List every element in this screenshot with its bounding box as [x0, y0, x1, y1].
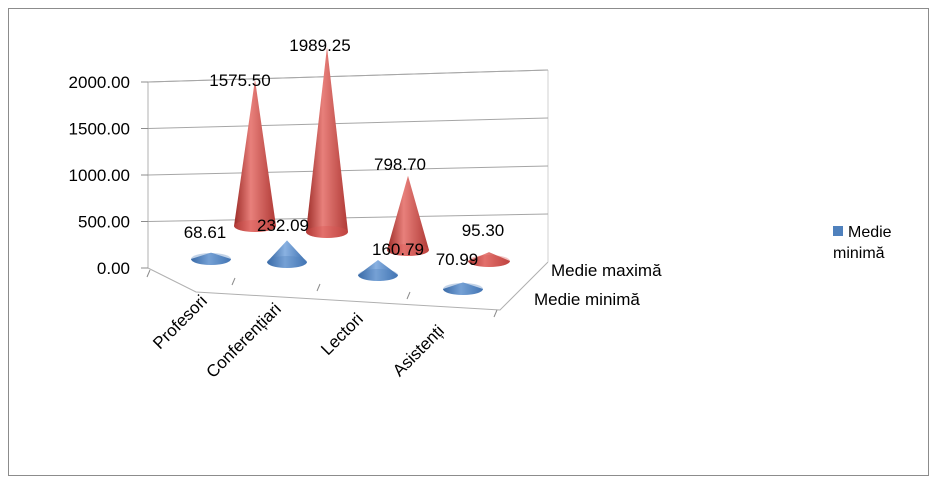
- y-tick-label: 2000.00: [69, 73, 130, 92]
- cone-min-profesori: [191, 252, 231, 265]
- cone-min-asistenti: [443, 282, 483, 295]
- cone-max-profesori: [234, 79, 276, 232]
- x-tick-mark: [406, 291, 411, 300]
- data-labels: 68.61 232.09 160.79 70.99 1575.50 1989.25 798.…: [184, 36, 505, 269]
- gridline: [147, 165, 549, 176]
- cone-max-conferentiari: [306, 46, 348, 238]
- x-tick-mark: [146, 269, 151, 278]
- data-label-max-asistenti: 95.30: [462, 221, 505, 240]
- cone-max-asistenti: [468, 252, 510, 267]
- gridline: [147, 117, 549, 129]
- depth-label-medie-maxima: Medie maximă: [551, 261, 662, 280]
- data-label-max-conferentiari: 1989.25: [289, 36, 350, 55]
- cone-max-lectori: [387, 175, 429, 256]
- gridline: [147, 69, 549, 83]
- y-tick-label: 500.00: [78, 213, 130, 232]
- y-axis-ticks: 0.00 500.00 1000.00 1500.00 2000.00: [69, 73, 148, 278]
- gridlines: [147, 69, 549, 222]
- y-tick-label: 1500.00: [69, 120, 130, 139]
- cones: [191, 46, 510, 295]
- gridline: [147, 213, 549, 222]
- data-label-min-lectori: 160.79: [372, 240, 424, 259]
- x-tick-mark: [493, 309, 498, 318]
- x-tick-mark: [231, 277, 236, 286]
- x-tick-label-conferentiari: Conferențiari: [203, 299, 285, 381]
- legend: Medie minimă: [833, 222, 933, 264]
- x-tick-label-lectori: Lectori: [317, 309, 367, 359]
- data-label-min-conferentiari: 232.09: [257, 216, 309, 235]
- x-tick-mark: [316, 283, 321, 292]
- y-tick-label: 0.00: [97, 259, 130, 278]
- data-label-max-profesori: 1575.50: [209, 71, 270, 90]
- data-label-max-lectori: 798.70: [374, 155, 426, 174]
- data-label-min-asistenti: 70.99: [436, 250, 479, 269]
- data-label-min-profesori: 68.61: [184, 223, 227, 242]
- depth-axis-labels: Medie maximă Medie minimă: [534, 261, 662, 309]
- y-tick-label: 1000.00: [69, 166, 130, 185]
- x-tick-label-asistenti: Asistenți: [389, 321, 448, 380]
- chart-area: [8, 8, 929, 476]
- depth-label-medie-minima: Medie minimă: [534, 290, 640, 309]
- cone-min-lectori: [358, 260, 398, 281]
- plot-walls: [147, 69, 549, 311]
- legend-swatch-medie-minima: [833, 226, 843, 236]
- x-tick-label-profesori: Profesori: [149, 291, 211, 353]
- legend-label: Medie minimă: [833, 224, 892, 262]
- cone-min-conferentiari: [267, 240, 307, 268]
